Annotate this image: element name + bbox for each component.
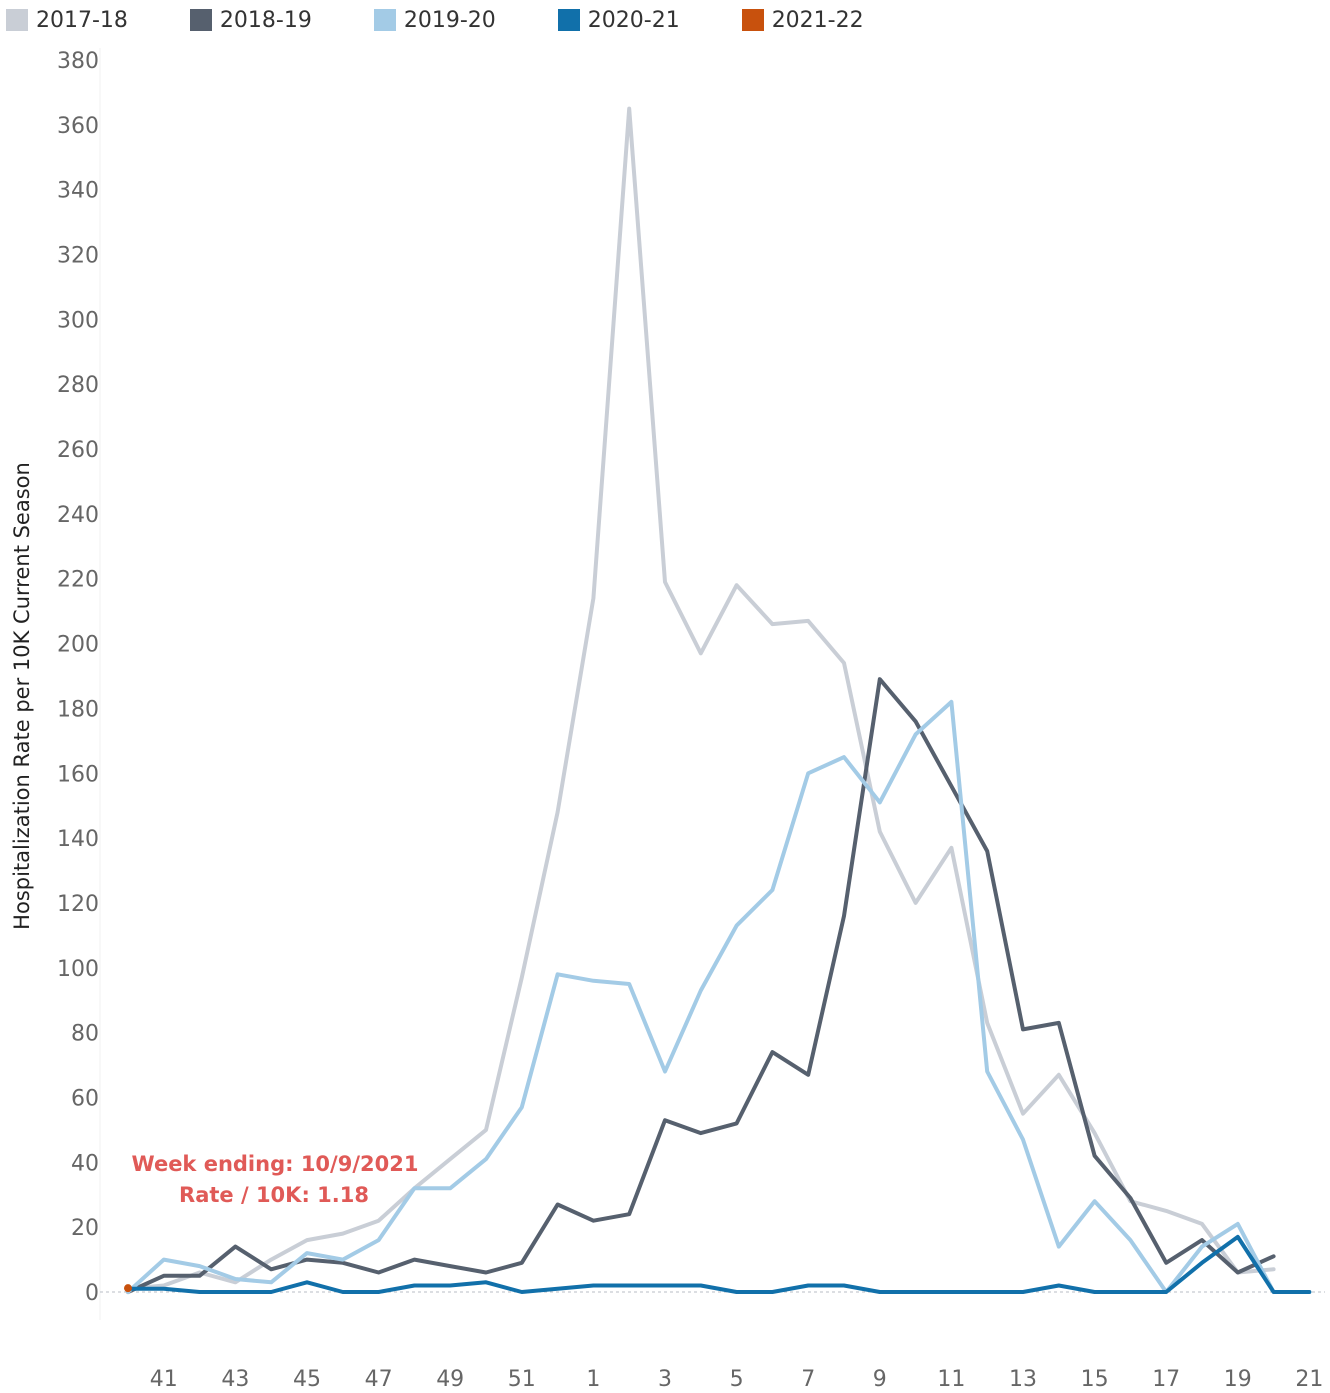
y-tick-label: 380 xyxy=(57,49,99,74)
x-tick-label: 11 xyxy=(937,1367,965,1392)
legend-label: 2020-21 xyxy=(587,7,680,33)
legend: 2017-18 2018-19 2019-20 2020-21 2021-22 xyxy=(6,4,926,36)
y-tick-label: 260 xyxy=(57,438,99,463)
x-tick-label: 3 xyxy=(658,1367,672,1392)
legend-swatch xyxy=(373,9,396,31)
x-tick-label: 19 xyxy=(1224,1367,1252,1392)
x-tick-label: 9 xyxy=(873,1367,887,1392)
x-tick-label: 1 xyxy=(586,1367,600,1392)
series-point-2021-22[interactable] xyxy=(124,1284,132,1293)
y-axis-ticks: 0 20 40 60 80 100 120 140 160 180 200 220 240 260 280 3… xyxy=(57,49,99,1306)
y-tick-label: 20 xyxy=(71,1216,99,1241)
y-tick-label: 100 xyxy=(57,957,99,982)
series-line-2020-21 xyxy=(126,1234,1312,1294)
y-tick-label: 320 xyxy=(57,244,99,269)
y-tick-label: 60 xyxy=(71,1086,99,1111)
series-lines xyxy=(124,106,1312,1294)
y-tick-label: 300 xyxy=(57,308,99,333)
y-tick-label: 360 xyxy=(57,114,99,139)
x-tick-label: 15 xyxy=(1081,1367,1109,1392)
series-line-2019-20 xyxy=(126,699,1276,1294)
annotation-week: Week ending: 10/9/2021 xyxy=(132,1152,419,1176)
legend-swatch xyxy=(189,9,212,31)
y-tick-label: 240 xyxy=(57,503,99,528)
x-tick-label: 21 xyxy=(1295,1367,1323,1392)
y-axis-label: Hospitalization Rate per 10K Current Sea… xyxy=(10,462,34,930)
x-tick-label: 45 xyxy=(293,1367,321,1392)
legend-item[interactable]: 2021-22 xyxy=(741,7,864,33)
x-tick-label: 47 xyxy=(365,1367,393,1392)
x-tick-label: 7 xyxy=(801,1367,815,1392)
series-line-2018-19 xyxy=(126,677,1276,1294)
y-tick-label: 160 xyxy=(57,762,99,787)
legend-label: 2019-20 xyxy=(403,7,496,33)
x-tick-label: 17 xyxy=(1152,1367,1180,1392)
y-tick-label: 340 xyxy=(57,179,99,204)
legend-label: 2018-19 xyxy=(219,7,312,33)
x-tick-label: 43 xyxy=(221,1367,249,1392)
y-tick-label: 80 xyxy=(71,1022,99,1047)
y-tick-label: 180 xyxy=(57,697,99,722)
y-tick-label: 120 xyxy=(57,892,99,917)
legend-item[interactable]: 2019-20 xyxy=(373,7,496,33)
series-line-2017-18 xyxy=(126,106,1276,1291)
x-tick-label: 41 xyxy=(150,1367,178,1392)
y-tick-label: 280 xyxy=(57,373,99,398)
legend-item[interactable]: 2017-18 xyxy=(6,8,128,33)
x-tick-label: 49 xyxy=(436,1367,464,1392)
legend-swatch xyxy=(741,9,764,31)
legend-item[interactable]: 2018-19 xyxy=(189,7,312,33)
x-tick-label: 13 xyxy=(1009,1367,1037,1392)
y-tick-label: 40 xyxy=(71,1151,99,1176)
y-tick-label: 220 xyxy=(57,568,99,593)
y-tick-label: 140 xyxy=(57,827,99,852)
legend-item[interactable]: 2020-21 xyxy=(557,7,680,33)
x-tick-label: 5 xyxy=(730,1367,744,1392)
annotation-rate: Rate / 10K: 1.18 xyxy=(179,1183,369,1207)
legend-swatch xyxy=(6,9,28,31)
x-axis-ticks: 41 43 45 47 49 51 1 3 5 7 9 11 13 15 17 19 21 xyxy=(150,1367,1324,1392)
legend-label: 2021-22 xyxy=(771,7,864,33)
legend-swatch xyxy=(557,9,580,31)
legend-label: 2017-18 xyxy=(36,7,128,33)
annotation: Week ending: 10/9/2021 Rate / 10K: 1.18 xyxy=(132,1152,419,1207)
x-tick-label: 51 xyxy=(508,1367,536,1392)
y-tick-label: 200 xyxy=(57,633,99,658)
y-tick-label: 0 xyxy=(85,1281,99,1306)
